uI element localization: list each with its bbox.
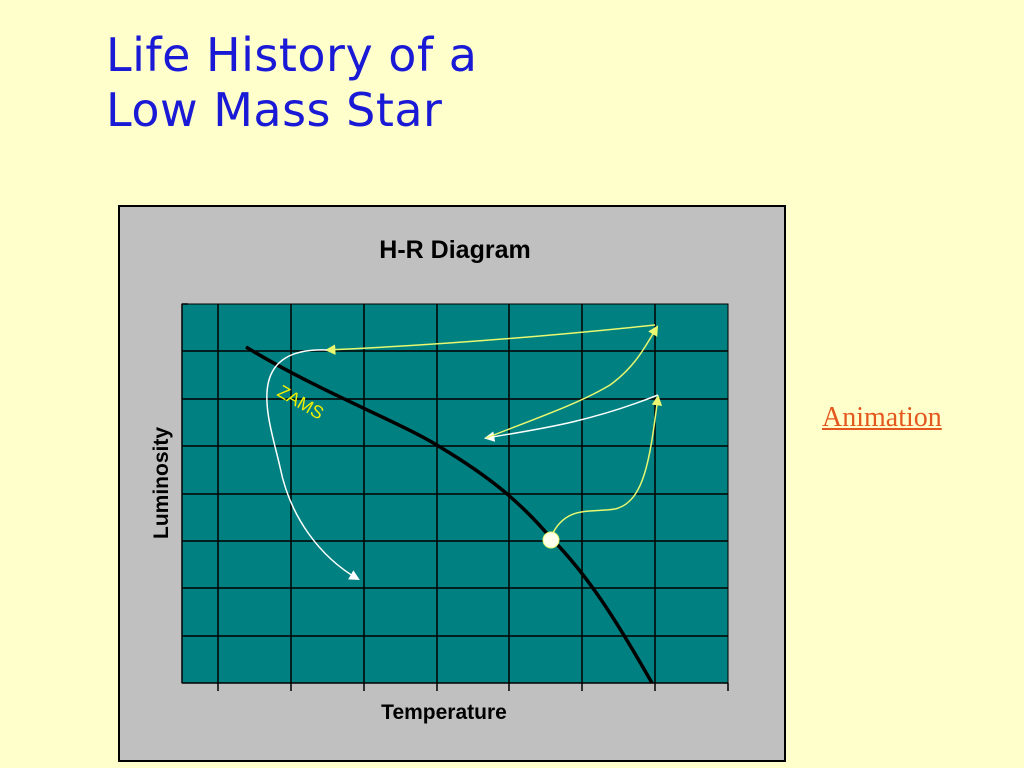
slide-title: Life History of a Low Mass Star (106, 28, 477, 138)
animation-link[interactable]: Animation (822, 402, 942, 433)
y-axis-label: Luminosity (150, 427, 173, 539)
x-axis-label: Temperature (381, 701, 507, 724)
diagram-title: H-R Diagram (379, 236, 530, 264)
grid-lines (182, 304, 728, 683)
axes (181, 303, 729, 691)
track-to-white-dwarf (266, 349, 360, 581)
slide-title-line-2: Low Mass Star (106, 83, 443, 137)
track-to-horizontal-branch (483, 394, 659, 442)
main-sequence-line (245, 345, 654, 684)
star-marker (542, 531, 560, 549)
slide-title-line-1: Life History of a (106, 28, 478, 82)
hr-diagram-panel: H-R Diagram (118, 205, 786, 762)
track-to-red-giant (550, 394, 663, 538)
hr-diagram: H-R Diagram (150, 236, 729, 724)
track-to-agb (485, 325, 659, 439)
track-to-planetary-nebula (324, 324, 656, 355)
